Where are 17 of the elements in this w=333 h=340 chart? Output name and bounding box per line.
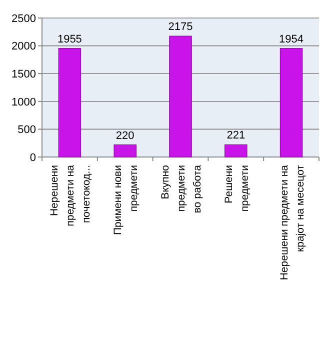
y-tick-label: 2500	[12, 12, 36, 25]
bar	[280, 48, 303, 158]
data-label: 221	[226, 130, 246, 142]
data-label: 220	[116, 130, 134, 142]
bar	[224, 144, 248, 158]
y-tick-label: 500	[18, 124, 36, 136]
x-tick-label: Нерешени предмети на почетокод...	[48, 164, 93, 226]
bar	[114, 144, 136, 158]
data-label: 1954	[279, 33, 304, 46]
data-label: 2175	[168, 21, 193, 34]
bar	[169, 36, 192, 158]
y-tick-label: 2000	[12, 40, 36, 53]
y-tick-label: 0	[30, 152, 36, 164]
y-tick-label: 1000	[12, 96, 36, 108]
y-tick-label: 1500	[12, 68, 36, 80]
data-label: 1955	[57, 33, 82, 46]
bar	[58, 48, 82, 158]
